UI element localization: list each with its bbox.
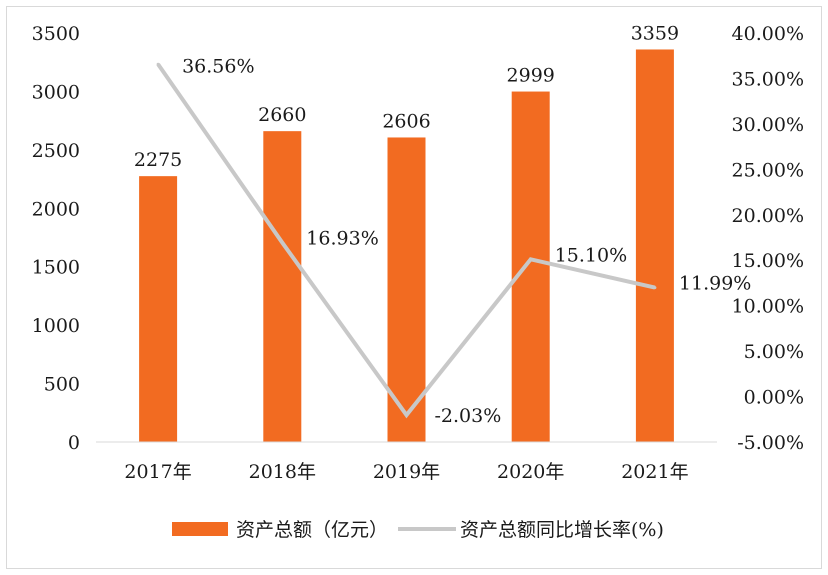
bar-4 bbox=[511, 91, 550, 443]
x-axis-ticks: 2017年 2018年 2019年 2020年 2021年 bbox=[124, 461, 688, 483]
left-tick-label: 2500 bbox=[32, 140, 80, 162]
x-tick-label: 2018年 bbox=[249, 461, 316, 483]
right-tick-label: 20.00% bbox=[732, 205, 804, 227]
legend: 资产总额（亿元） 资产总额同比增长率(%) bbox=[172, 519, 664, 541]
legend-line-label: 资产总额同比增长率(%) bbox=[460, 519, 664, 541]
left-tick-label: 3500 bbox=[32, 23, 80, 45]
growth-rate-point bbox=[156, 62, 160, 66]
x-tick-label: 2020年 bbox=[497, 461, 564, 483]
left-tick-label: 1500 bbox=[32, 257, 80, 279]
growth-rate-label: 15.10% bbox=[555, 244, 627, 266]
right-tick-label: 40.00% bbox=[732, 23, 804, 45]
left-axis-ticks: 0 500 1000 1500 2000 2500 3000 3500 bbox=[32, 23, 80, 454]
legend-bar-label: 资产总额（亿元） bbox=[236, 519, 388, 541]
x-tick-label: 2019年 bbox=[373, 461, 440, 483]
bar-value-label: 2275 bbox=[134, 149, 182, 171]
left-tick-label: 0 bbox=[68, 432, 80, 454]
growth-rate-label: 11.99% bbox=[679, 273, 751, 295]
right-tick-label: 10.00% bbox=[732, 296, 804, 318]
growth-rate-point bbox=[653, 286, 657, 290]
right-tick-label: 25.00% bbox=[732, 159, 804, 181]
growth-rate-label: 36.56% bbox=[182, 55, 254, 77]
right-tick-label: 15.00% bbox=[732, 250, 804, 272]
growth-rate-point bbox=[529, 257, 533, 261]
bar-3 bbox=[387, 137, 426, 443]
right-tick-label: 5.00% bbox=[744, 341, 804, 363]
bar-value-label: 3359 bbox=[631, 22, 679, 44]
x-tick-label: 2017年 bbox=[124, 461, 191, 483]
bar-value-labels: 2275 2660 2606 2999 3359 bbox=[134, 22, 679, 171]
growth-rate-point bbox=[405, 413, 408, 417]
bar-value-label: 2606 bbox=[382, 110, 430, 132]
bar-2 bbox=[263, 131, 302, 442]
left-tick-label: 3000 bbox=[32, 81, 80, 103]
growth-rate-label: 16.93% bbox=[306, 228, 378, 250]
line-value-labels: 36.56% 16.93% -2.03% 15.10% 11.99% bbox=[182, 55, 751, 427]
right-axis-ticks: -5.00% 0.00% 5.00% 10.00% 15.00% 20.00% 25.00%… bbox=[732, 23, 804, 454]
legend-bar-swatch bbox=[172, 522, 228, 536]
right-tick-label: -5.00% bbox=[737, 432, 804, 454]
left-tick-label: 500 bbox=[44, 374, 80, 396]
bar-5 bbox=[635, 49, 674, 442]
bar-value-label: 2999 bbox=[507, 65, 555, 87]
left-tick-label: 1000 bbox=[32, 315, 80, 337]
bar-1 bbox=[139, 176, 178, 442]
growth-rate-point bbox=[280, 241, 284, 245]
right-tick-label: 30.00% bbox=[732, 114, 804, 136]
x-tick-label: 2021年 bbox=[621, 461, 688, 483]
bar-value-label: 2660 bbox=[258, 104, 306, 126]
left-tick-label: 2000 bbox=[32, 198, 80, 220]
right-tick-label: 0.00% bbox=[744, 387, 804, 409]
bar-series bbox=[139, 49, 674, 443]
line-series bbox=[156, 62, 657, 419]
right-tick-label: 35.00% bbox=[732, 68, 804, 90]
growth-rate-label: -2.03% bbox=[435, 405, 502, 427]
